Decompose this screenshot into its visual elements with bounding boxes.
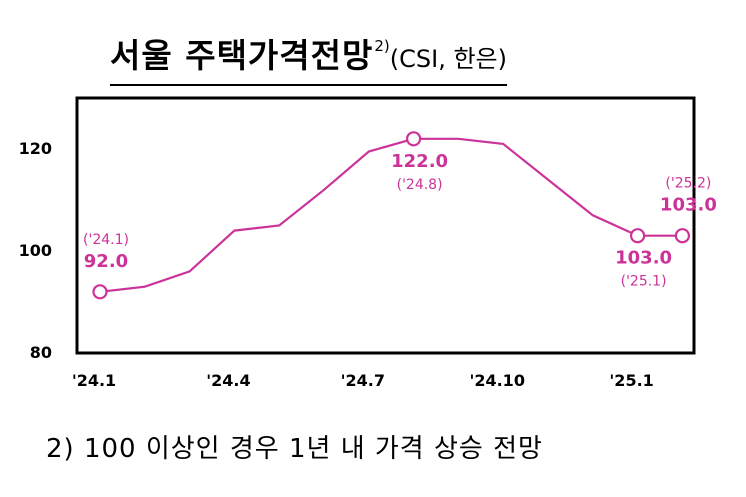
data-label-period: ('24.1): [83, 232, 129, 248]
data-point-marker: [92, 284, 108, 300]
x-tick-label: '24.4: [206, 371, 250, 390]
line-chart: 80 100 120 '24.1 '24.4 '24.7 '24.10 '25.1 92.0…: [19, 96, 717, 390]
x-tick-label: '24.1: [72, 371, 116, 390]
data-label-period: ('24.8): [397, 177, 443, 193]
y-tick-label: 100: [19, 241, 52, 260]
y-tick-label: 120: [19, 139, 52, 158]
chart-title-subtitle: (CSI, 한은): [389, 45, 507, 73]
data-label-period: ('25.1): [621, 274, 667, 290]
series-markers: [92, 131, 691, 300]
data-point-marker: [406, 131, 422, 147]
footnote: 2) 100 이상인 경우 1년 내 가격 상승 전망: [46, 434, 543, 464]
series-line: [99, 137, 683, 293]
data-point-marker: [629, 228, 646, 244]
x-tick-label: '25.1: [609, 371, 653, 390]
x-tick-label: '24.10: [469, 371, 525, 390]
y-tick-label: 80: [30, 343, 52, 362]
data-label-value: 103.0: [660, 195, 717, 216]
chart-title-main: 서울 주택가격전망: [110, 36, 374, 75]
x-axis-ticks: '24.1 '24.4 '24.7 '24.10 '25.1: [72, 371, 654, 390]
data-label-value: 122.0: [391, 151, 448, 172]
y-axis-ticks: 80 100 120: [19, 139, 52, 362]
data-label-value: 103.0: [615, 248, 672, 269]
plot-frame: [75, 96, 696, 355]
data-point-marker: [674, 228, 691, 244]
chart-title: 서울 주택가격전망2)(CSI, 한은): [110, 24, 507, 86]
x-tick-label: '24.7: [341, 371, 385, 390]
data-label-period: ('25.2): [665, 176, 711, 192]
data-annotations: 92.0 ('24.1) 122.0 ('24.8) 103.0 ('25.1) 103.0…: [83, 151, 717, 290]
chart-title-superscript: 2): [374, 37, 390, 55]
data-label-value: 92.0: [84, 251, 128, 272]
